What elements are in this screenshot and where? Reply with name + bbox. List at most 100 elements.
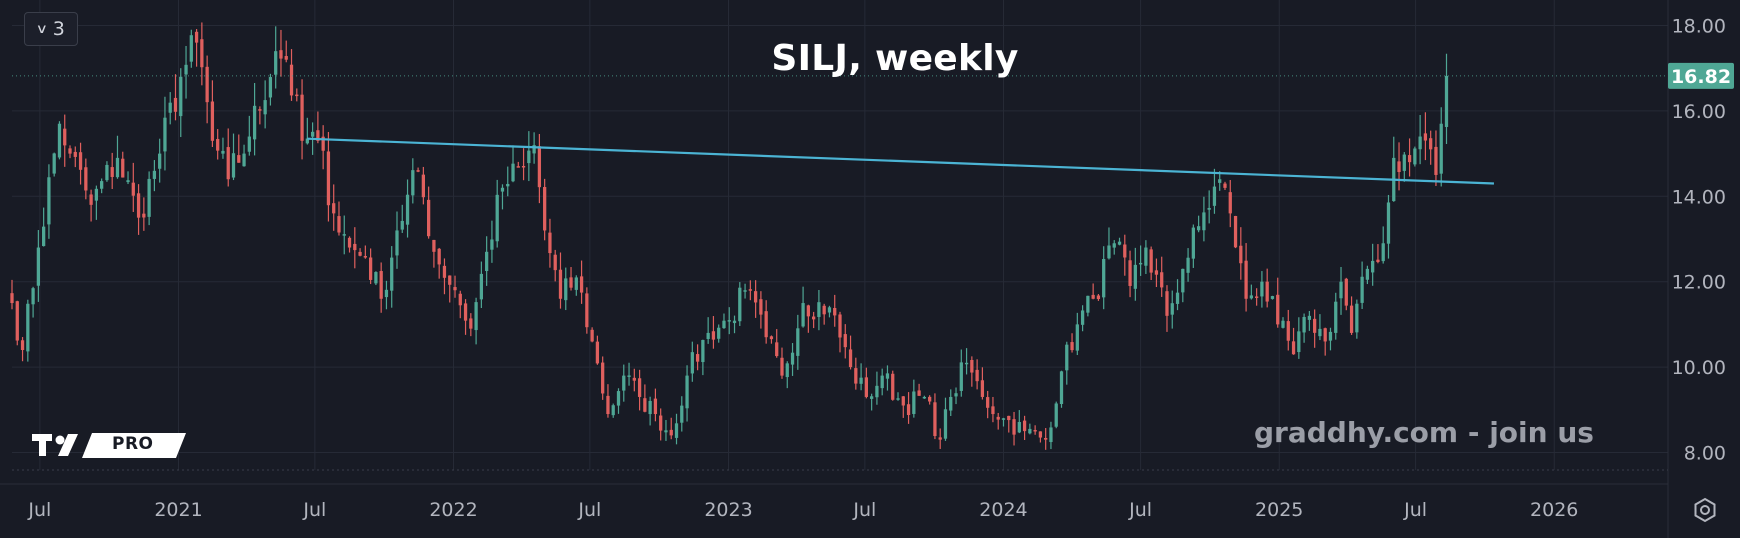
candle-body-down <box>1149 249 1153 273</box>
candle-body-up <box>100 181 104 189</box>
candle-body-up <box>1270 296 1275 299</box>
candle-body-up <box>168 102 172 113</box>
candle-body-up <box>701 340 705 363</box>
candle-body-down <box>442 265 447 278</box>
candle-body-down <box>226 147 230 180</box>
last-price-label: 16.82 <box>1671 66 1731 88</box>
candle-body-down <box>368 257 373 280</box>
candle-body-down <box>448 275 452 285</box>
candle-body-up <box>785 363 789 378</box>
candle-body-down <box>553 254 557 271</box>
candle-body-down <box>695 354 700 362</box>
candle-body-down <box>590 329 594 342</box>
candle-body-up <box>738 287 742 322</box>
candle-body-up <box>511 163 515 182</box>
candle-body-up <box>611 405 615 416</box>
candle-body-down <box>933 402 937 437</box>
candle-body-up <box>1381 243 1385 262</box>
candle-body-down <box>548 232 552 254</box>
candle-body-up <box>1144 247 1148 266</box>
candle-body-up <box>1107 245 1111 259</box>
candle-body-up <box>1371 260 1375 273</box>
candle-body-down <box>1265 281 1269 302</box>
candle-body-down <box>316 130 320 141</box>
candle-body-up <box>252 105 257 140</box>
candle-body-up <box>268 77 273 98</box>
candle-body-up <box>1080 310 1085 325</box>
candle-body-up <box>827 307 832 313</box>
candle-body-up <box>1260 281 1264 297</box>
candle-body-down <box>669 429 673 436</box>
candle-body-up <box>1186 257 1190 273</box>
candle-body-down <box>1276 294 1280 325</box>
candle-body-down <box>332 203 336 214</box>
candle-body-up <box>1249 295 1253 299</box>
candle-body-down <box>1044 437 1048 440</box>
candle-body-up <box>1112 243 1116 248</box>
x-tick-label: Jul <box>302 499 326 521</box>
candle-body-down <box>131 182 135 196</box>
candle-body-up <box>1059 371 1064 405</box>
candle-body-down <box>89 194 93 205</box>
candle-body-up <box>1102 258 1106 298</box>
candle-body-up <box>1302 316 1306 333</box>
candle-body-down <box>15 301 19 341</box>
candle-body-up <box>305 138 309 144</box>
candle-body-up <box>1181 268 1185 293</box>
gear-icon[interactable] <box>1690 496 1720 526</box>
candle-body-up <box>727 320 731 322</box>
candle-body-up <box>1001 418 1006 420</box>
candle-body-down <box>463 303 468 321</box>
candle-body-up <box>485 251 489 272</box>
candle-body-down <box>1255 296 1259 298</box>
candle-body-down <box>780 357 784 376</box>
candle-body-up <box>648 400 652 415</box>
candle-body-up <box>1133 264 1137 289</box>
candle-body-down <box>928 396 932 402</box>
candle-body-down <box>1012 419 1016 435</box>
candle-body-down <box>432 239 436 252</box>
candle-body-down <box>427 199 431 237</box>
candle-body-down <box>901 396 905 406</box>
candle-body-up <box>685 375 689 409</box>
candle-body-up <box>706 332 710 339</box>
candle-body-up <box>564 278 568 301</box>
candle-body-up <box>1355 303 1359 333</box>
candle-body-up <box>31 288 35 305</box>
collapse-indicators-button[interactable]: ∨ 3 <box>24 12 78 46</box>
candle-body-down <box>854 368 858 384</box>
y-tick-label: 14.00 <box>1672 186 1726 208</box>
candle-body-down <box>585 293 589 328</box>
candle-body-down <box>200 39 204 68</box>
candle-body-up <box>47 177 51 225</box>
candle-body-up <box>1138 262 1143 265</box>
chart-title: SILJ, weekly <box>771 38 1019 79</box>
candle-body-down <box>759 299 763 315</box>
candle-body-down <box>237 155 241 163</box>
candle-body-down <box>458 293 462 306</box>
candle-body-down <box>216 138 220 151</box>
candle-body-down <box>321 136 325 151</box>
candle-body-down <box>1233 215 1238 248</box>
candle-body-up <box>1202 212 1206 231</box>
candle-body-down <box>1154 270 1159 275</box>
tradingview-logo[interactable]: PRO <box>30 432 186 460</box>
candle-body-down <box>300 94 304 141</box>
x-tick-label: 2025 <box>1255 499 1303 521</box>
candle-body-down <box>1165 291 1169 316</box>
candle-body-up <box>126 180 130 183</box>
candle-body-down <box>1434 146 1438 175</box>
candle-body-down <box>838 314 842 338</box>
candle-body-up <box>943 409 948 439</box>
candle-body-down <box>775 342 779 357</box>
candle-body-down <box>1376 259 1380 262</box>
candle-body-down <box>606 395 610 415</box>
candle-body-up <box>922 396 927 399</box>
candle-body-up <box>384 289 389 298</box>
candle-body-down <box>1349 305 1354 333</box>
candle-body-down <box>543 187 547 231</box>
x-tick-label: 2022 <box>429 499 477 521</box>
candle-body-up <box>310 131 315 137</box>
candle-body-down <box>136 193 141 218</box>
